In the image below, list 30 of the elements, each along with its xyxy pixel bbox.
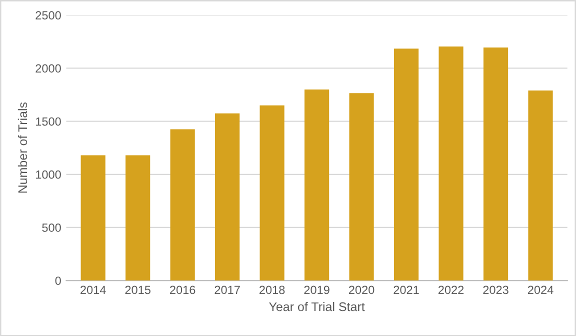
x-axis-title: Year of Trial Start bbox=[269, 302, 365, 312]
x-tick-label: 2019 bbox=[304, 286, 330, 294]
bar bbox=[528, 90, 553, 281]
bar bbox=[438, 46, 464, 281]
x-tick-label: 2024 bbox=[528, 286, 554, 294]
y-tick-label: 1000 bbox=[36, 170, 61, 179]
x-tick-label: 2015 bbox=[125, 286, 150, 294]
x-tick-label: 2020 bbox=[349, 286, 374, 294]
x-tick-label: 2022 bbox=[438, 286, 464, 294]
y-tick-label: 1500 bbox=[36, 117, 61, 126]
x-tick-label: 2023 bbox=[483, 286, 508, 294]
bar bbox=[483, 48, 508, 281]
y-tick-label: 0 bbox=[55, 276, 61, 285]
bar bbox=[349, 93, 374, 281]
bar bbox=[215, 113, 240, 281]
y-axis-title: Number of Trials bbox=[18, 102, 28, 193]
y-tick-label: 500 bbox=[42, 224, 61, 232]
x-tick-label: 2021 bbox=[394, 286, 419, 294]
x-tick-label: 2018 bbox=[260, 286, 285, 294]
bar bbox=[170, 129, 195, 281]
y-tick-label: 2500 bbox=[36, 11, 61, 20]
x-tick-label: 2017 bbox=[214, 286, 240, 294]
x-tick-label: 2014 bbox=[80, 286, 106, 294]
y-tick-label: 2000 bbox=[36, 64, 61, 73]
bar bbox=[126, 155, 150, 281]
bar bbox=[80, 155, 106, 281]
bar bbox=[304, 89, 330, 281]
bar bbox=[394, 48, 419, 281]
bar bbox=[260, 105, 284, 281]
x-tick-label: 2016 bbox=[170, 286, 196, 294]
